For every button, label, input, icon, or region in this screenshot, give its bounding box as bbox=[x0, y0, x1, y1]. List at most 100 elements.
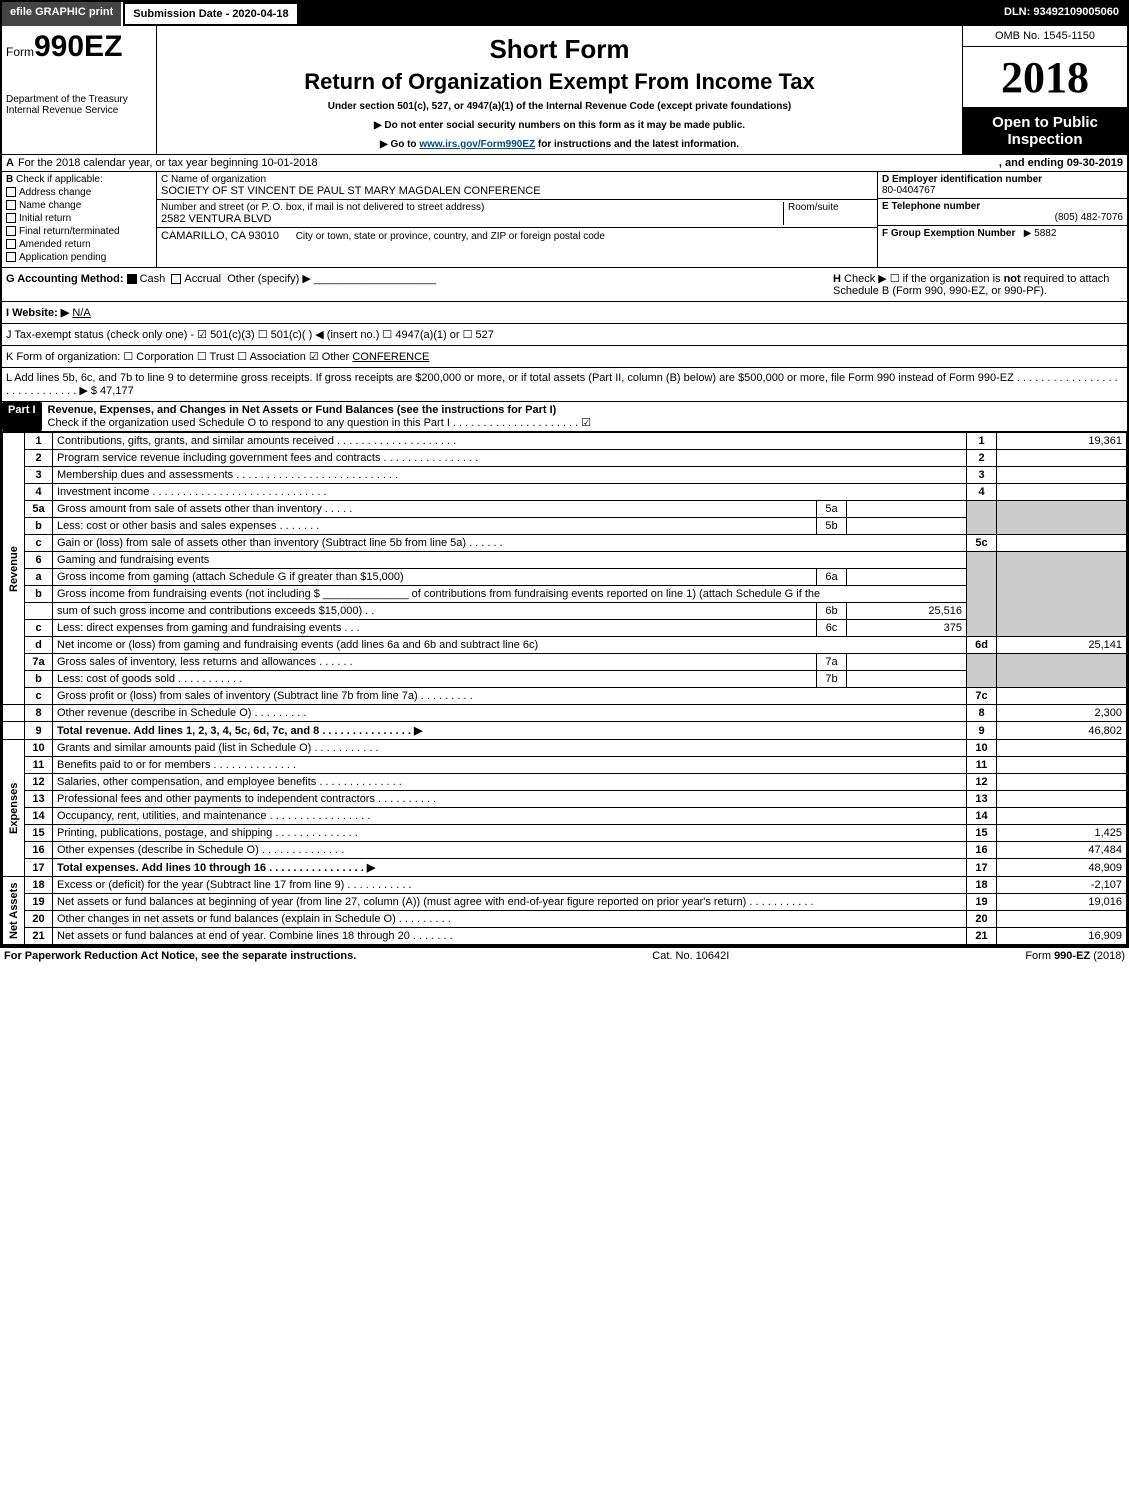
row-h: H Check ▶ ☐ if the organization is not r… bbox=[833, 272, 1123, 297]
ln-16-num: 16 bbox=[967, 842, 997, 859]
chk-application-pending-label: Application pending bbox=[19, 252, 106, 263]
row-g-label: G Accounting Method: bbox=[6, 273, 124, 285]
under-section: Under section 501(c), 527, or 4947(a)(1)… bbox=[165, 101, 954, 112]
header-left: Form990EZ Department of the Treasury Int… bbox=[2, 26, 157, 154]
e-phone-label: E Telephone number bbox=[882, 201, 980, 212]
ln-5ab-numshade bbox=[967, 501, 997, 535]
chk-address-change-label: Address change bbox=[19, 187, 91, 198]
ln-3-amt bbox=[997, 467, 1127, 484]
ln-6b-blank bbox=[25, 603, 53, 620]
row-h-label: H bbox=[833, 273, 841, 285]
chk-accrual[interactable] bbox=[171, 274, 181, 284]
d-ein-val: 80-0404767 bbox=[882, 185, 935, 196]
ln-6d-desc: Net income or (loss) from gaming and fun… bbox=[53, 637, 967, 654]
ln-10: 10 bbox=[25, 740, 53, 757]
ln-13: 13 bbox=[25, 791, 53, 808]
chk-cash[interactable] bbox=[127, 274, 137, 284]
open-to-public: Open to Public Inspection bbox=[963, 108, 1127, 154]
ln-5ab-amtshade bbox=[997, 501, 1127, 535]
ln-11-desc: Benefits paid to or for members . . . . … bbox=[53, 757, 967, 774]
header: Form990EZ Department of the Treasury Int… bbox=[2, 26, 1127, 155]
chk-name-change[interactable]: Name change bbox=[6, 200, 152, 211]
goto-link[interactable]: www.irs.gov/Form990EZ bbox=[419, 139, 535, 150]
row-l: L Add lines 5b, 6c, and 7b to line 9 to … bbox=[2, 368, 1127, 402]
ln-20-desc: Other changes in net assets or fund bala… bbox=[53, 911, 967, 928]
ln-17-amt: 48,909 bbox=[997, 859, 1127, 877]
row-j: J Tax-exempt status (check only one) - ☑… bbox=[2, 324, 1127, 346]
efile-print-button[interactable]: efile GRAPHIC print bbox=[2, 2, 123, 26]
ln-7b-subv bbox=[847, 671, 967, 688]
footer-left: For Paperwork Reduction Act Notice, see … bbox=[4, 950, 356, 962]
f-group: F Group Exemption Number ▶ 5882 bbox=[878, 226, 1127, 267]
part-i-label: Part I bbox=[2, 402, 42, 431]
ln-20: 20 bbox=[25, 911, 53, 928]
ln-2-num: 2 bbox=[967, 450, 997, 467]
ln-5b-desc: Less: cost or other basis and sales expe… bbox=[53, 518, 817, 535]
ln-12-amt bbox=[997, 774, 1127, 791]
form-number: Form990EZ bbox=[6, 30, 152, 64]
form-990ez: efile GRAPHIC print Submission Date - 20… bbox=[0, 0, 1129, 947]
col-c: C Name of organization SOCIETY OF ST VIN… bbox=[157, 172, 877, 267]
ln-15-num: 15 bbox=[967, 825, 997, 842]
chk-amended-return[interactable]: Amended return bbox=[6, 239, 152, 250]
f-group-val: ▶ 5882 bbox=[1024, 228, 1057, 239]
ln-6c-subv: 375 bbox=[847, 620, 967, 637]
ln-6d-num: 6d bbox=[967, 637, 997, 654]
chk-initial-return-label: Initial return bbox=[19, 213, 71, 224]
c-address: Number and street (or P. O. box, if mail… bbox=[157, 200, 877, 228]
ln-6-numshade bbox=[967, 552, 997, 637]
header-right: OMB No. 1545-1150 2018 Open to Public In… bbox=[962, 26, 1127, 154]
ln-6a-subv bbox=[847, 569, 967, 586]
side-rev-cont bbox=[3, 705, 25, 722]
side-rev-cont2 bbox=[3, 722, 25, 740]
ln-4-amt bbox=[997, 484, 1127, 501]
ln-5c-desc: Gain or (loss) from sale of assets other… bbox=[53, 535, 967, 552]
row-gh: G Accounting Method: Cash Accrual Other … bbox=[2, 268, 1127, 302]
ln-7ab-amtshade bbox=[997, 654, 1127, 688]
lines-table: Revenue 1 Contributions, gifts, grants, … bbox=[2, 432, 1127, 945]
ln-5b-subv bbox=[847, 518, 967, 535]
ln-17: 17 bbox=[25, 859, 53, 877]
d-ein-label: D Employer identification number bbox=[882, 174, 1042, 185]
ln-2-amt bbox=[997, 450, 1127, 467]
ln-1-desc: Contributions, gifts, grants, and simila… bbox=[53, 433, 967, 450]
ln-6b-subv: 25,516 bbox=[847, 603, 967, 620]
ln-8: 8 bbox=[25, 705, 53, 722]
dept-treasury: Department of the Treasury bbox=[6, 94, 152, 105]
ln-10-desc: Grants and similar amounts paid (list in… bbox=[53, 740, 967, 757]
ln-19-num: 19 bbox=[967, 894, 997, 911]
block-bcdef: B Check if applicable: Address change Na… bbox=[2, 172, 1127, 268]
ln-3-desc: Membership dues and assessments . . . . … bbox=[53, 467, 967, 484]
ln-13-desc: Professional fees and other payments to … bbox=[53, 791, 967, 808]
ln-21-amt: 16,909 bbox=[997, 928, 1127, 945]
side-revenue: Revenue bbox=[3, 433, 25, 705]
ln-9-desc: Total revenue. Add lines 1, 2, 3, 4, 5c,… bbox=[53, 722, 967, 740]
ln-5c: c bbox=[25, 535, 53, 552]
row-k-val: CONFERENCE bbox=[352, 351, 429, 363]
ln-5a-sub: 5a bbox=[817, 501, 847, 518]
ln-10-num: 10 bbox=[967, 740, 997, 757]
ln-12-num: 12 bbox=[967, 774, 997, 791]
ln-12: 12 bbox=[25, 774, 53, 791]
part-i-header: Part I Revenue, Expenses, and Changes in… bbox=[2, 402, 1127, 432]
department: Department of the Treasury Internal Reve… bbox=[6, 94, 152, 116]
ln-6a-sub: 6a bbox=[817, 569, 847, 586]
row-i-label: I Website: ▶ bbox=[6, 307, 69, 319]
accrual-label: Accrual bbox=[184, 273, 221, 285]
c-city: CAMARILLO, CA 93010 City or town, state … bbox=[157, 228, 877, 244]
ln-6c-desc: Less: direct expenses from gaming and fu… bbox=[53, 620, 817, 637]
c-org-label: C Name of organization bbox=[161, 174, 873, 185]
chk-application-pending[interactable]: Application pending bbox=[6, 252, 152, 263]
ln-14: 14 bbox=[25, 808, 53, 825]
ln-6b-intro: Gross income from fundraising events (no… bbox=[53, 586, 967, 603]
goto-instr: ▶ Go to www.irs.gov/Form990EZ for instru… bbox=[165, 139, 954, 150]
ln-4-num: 4 bbox=[967, 484, 997, 501]
ln-2: 2 bbox=[25, 450, 53, 467]
ln-7c-desc: Gross profit or (loss) from sales of inv… bbox=[53, 688, 967, 705]
ln-20-amt bbox=[997, 911, 1127, 928]
chk-final-return[interactable]: Final return/terminated bbox=[6, 226, 152, 237]
chk-initial-return[interactable]: Initial return bbox=[6, 213, 152, 224]
row-k-label: K Form of organization: ☐ Corporation ☐ … bbox=[6, 351, 352, 363]
ln-9-amt: 46,802 bbox=[997, 722, 1127, 740]
chk-address-change[interactable]: Address change bbox=[6, 187, 152, 198]
